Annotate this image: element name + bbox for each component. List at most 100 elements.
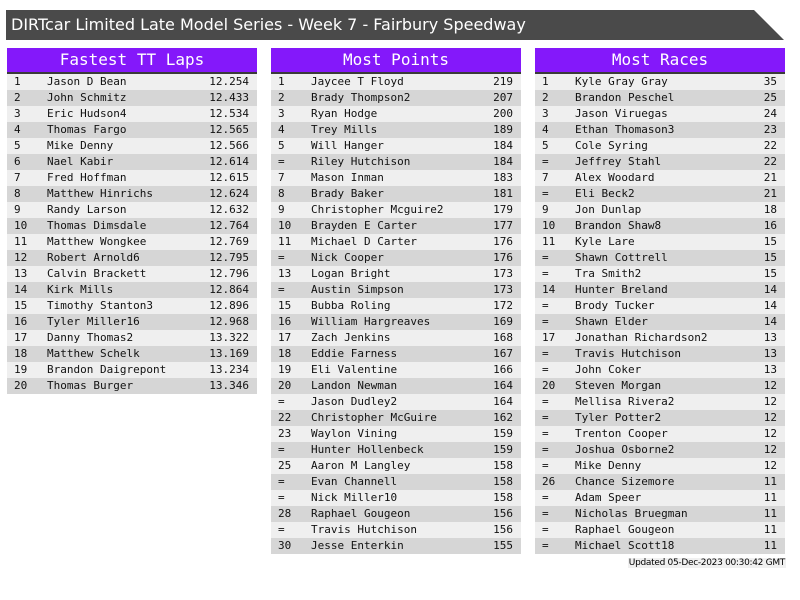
driver-name: Nael Kabir [47, 155, 114, 168]
rank: = [542, 315, 549, 328]
rank: 9 [278, 203, 285, 216]
table-row: 7 Mason Inman 183 [271, 170, 521, 186]
value: 12 [763, 379, 777, 392]
rank: 16 [278, 315, 292, 328]
rank: 30 [278, 539, 292, 552]
driver-name: Trey Mills [311, 123, 378, 136]
value: 13.346 [209, 379, 249, 392]
value: 12.614 [209, 155, 249, 168]
table-row: = Michael Scott18 11 [535, 538, 785, 554]
page-title: DIRTcar Limited Late Model Series - Week… [6, 10, 784, 40]
value: 189 [493, 123, 513, 136]
driver-name: Matthew Hinrichs [47, 187, 153, 200]
table-row: 17 Jonathan Richardson2 13 [535, 330, 785, 346]
table-row: = Travis Hutchison 156 [271, 522, 521, 538]
value: 24 [763, 107, 777, 120]
value: 159 [493, 427, 513, 440]
rank: 20 [14, 379, 28, 392]
driver-name: Nick Cooper [311, 251, 384, 264]
table-row: 10 Brandon Shaw8 16 [535, 218, 785, 234]
rank: 13 [278, 267, 292, 280]
value: 12 [763, 443, 777, 456]
rank: = [278, 443, 285, 456]
value: 179 [493, 203, 513, 216]
rank: 17 [278, 331, 292, 344]
table-row: = Hunter Hollenbeck 159 [271, 442, 521, 458]
table-row: = Adam Speer 11 [535, 490, 785, 506]
table-row: 9 Jon Dunlap 18 [535, 202, 785, 218]
panel-title: Most Races [535, 48, 785, 74]
rank: 22 [278, 411, 292, 424]
table-row: 15 Bubba Roling 172 [271, 298, 521, 314]
rank: = [542, 155, 549, 168]
rank: = [542, 459, 549, 472]
rank: 13 [14, 267, 28, 280]
value: 12.769 [209, 235, 249, 248]
value: 156 [493, 523, 513, 536]
rank: 3 [14, 107, 21, 120]
value: 181 [493, 187, 513, 200]
rank: 5 [14, 139, 21, 152]
rank: 28 [278, 507, 292, 520]
driver-name: Bubba Roling [311, 299, 391, 312]
value: 177 [493, 219, 513, 232]
driver-name: Brady Thompson2 [311, 91, 411, 104]
panel-title: Fastest TT Laps [7, 48, 257, 74]
driver-name: Adam Speer [575, 491, 642, 504]
rank: 18 [278, 347, 292, 360]
driver-name: Mike Denny [575, 459, 642, 472]
value: 11 [763, 491, 777, 504]
driver-name: Evan Channell [311, 475, 398, 488]
driver-name: Randy Larson [47, 203, 127, 216]
driver-name: Zach Jenkins [311, 331, 391, 344]
driver-name: Landon Newman [311, 379, 398, 392]
driver-name: Jesse Enterkin [311, 539, 404, 552]
value: 176 [493, 251, 513, 264]
value: 14 [763, 315, 777, 328]
rank: = [278, 395, 285, 408]
value: 12.565 [209, 123, 249, 136]
table-row: = Mike Denny 12 [535, 458, 785, 474]
value: 13.234 [209, 363, 249, 376]
table-row: = Nick Miller10 158 [271, 490, 521, 506]
rank: 4 [542, 123, 549, 136]
driver-name: Austin Simpson [311, 283, 404, 296]
rank: 19 [14, 363, 28, 376]
rank: 15 [14, 299, 28, 312]
value: 162 [493, 411, 513, 424]
panel-title: Most Points [271, 48, 521, 74]
rank: 1 [14, 75, 21, 88]
table-row: = Nick Cooper 176 [271, 250, 521, 266]
rank: 2 [14, 91, 21, 104]
driver-name: Raphael Gougeon [575, 523, 675, 536]
table-row: 18 Eddie Farness 167 [271, 346, 521, 362]
table-row: 11 Matthew Wongkee 12.769 [7, 234, 257, 250]
driver-name: Tyler Miller16 [47, 315, 140, 328]
table-row: 13 Calvin Brackett 12.796 [7, 266, 257, 282]
rank: 8 [14, 187, 21, 200]
table-row: 15 Timothy Stanton3 12.896 [7, 298, 257, 314]
driver-name: Tra Smith2 [575, 267, 642, 280]
driver-name: Jeffrey Stahl [575, 155, 662, 168]
value: 158 [493, 459, 513, 472]
table-row: 14 Hunter Breland 14 [535, 282, 785, 298]
value: 219 [493, 75, 513, 88]
driver-name: Hunter Hollenbeck [311, 443, 424, 456]
value: 12.433 [209, 91, 249, 104]
rank: 14 [542, 283, 556, 296]
rank: 1 [278, 75, 285, 88]
rank: 11 [278, 235, 292, 248]
driver-name: Alex Woodard [575, 171, 655, 184]
driver-name: Eddie Farness [311, 347, 398, 360]
table-row: 16 Tyler Miller16 12.968 [7, 314, 257, 330]
rank: = [542, 187, 549, 200]
driver-name: Riley Hutchison [311, 155, 411, 168]
table-row: 11 Michael D Carter 176 [271, 234, 521, 250]
driver-name: Michael D Carter [311, 235, 417, 248]
table-row: = Tyler Potter2 12 [535, 410, 785, 426]
table-row: 28 Raphael Gougeon 156 [271, 506, 521, 522]
table-row: = Riley Hutchison 184 [271, 154, 521, 170]
table-row: 1 Jason D Bean 12.254 [7, 74, 257, 90]
value: 12.968 [209, 315, 249, 328]
rank: = [278, 523, 285, 536]
